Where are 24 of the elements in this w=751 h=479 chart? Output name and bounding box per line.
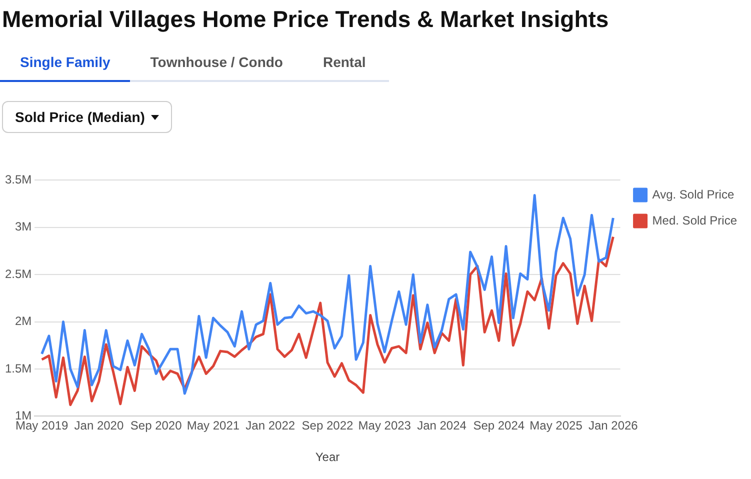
x-tick-label: Sep 2024	[473, 418, 525, 433]
x-tick-label: May 2021	[186, 418, 240, 433]
x-tick-label: Sep 2022	[302, 418, 354, 433]
text: Townhouse / Condo	[149, 53, 284, 72]
y-tick-label: 1.5M	[4, 361, 32, 376]
x-axis-title: Year	[315, 450, 340, 464]
x-tick-label: May 2025	[530, 418, 583, 433]
y-tick-label: 2M	[15, 314, 32, 328]
legend-label: Avg. Sold Price	[652, 187, 734, 202]
x-tick-label: Jan 2022	[246, 418, 296, 433]
text: Sold Price (Median)	[15, 109, 145, 125]
x-tick-label: Jan 2020	[74, 418, 124, 433]
y-tick-label: 3M	[15, 220, 32, 234]
x-tick-label: May 2023	[358, 418, 412, 433]
x-tick-label: Jan 2026	[588, 418, 638, 433]
chart-title: Memorial Villages Home Price Trends & Market Insights	[2, 6, 609, 33]
text: Single Family	[0, 44, 130, 82]
text: Rental	[322, 53, 367, 72]
x-tick-label: May 2019	[15, 418, 68, 433]
x-tick-label: Jan 2024	[417, 418, 467, 433]
y-tick-label: 2.5M	[4, 266, 32, 281]
x-tick-label: Sep 2020	[130, 418, 182, 433]
legend-label: Med. Sold Price	[652, 213, 738, 228]
y-tick-label: 3.5M	[4, 172, 32, 187]
